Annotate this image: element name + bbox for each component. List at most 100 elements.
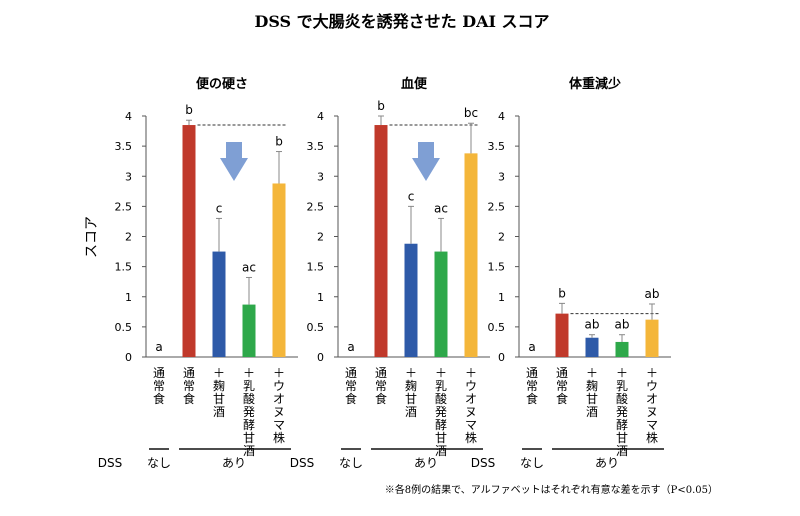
- category-label-char: 通: [345, 366, 357, 380]
- category-label: ＋乳酸発酵甘酒: [616, 366, 628, 458]
- category-label-char: ＋: [646, 366, 658, 380]
- significance-letter: ab: [585, 318, 600, 332]
- y-tick-label: 3: [498, 170, 505, 183]
- significance-letter: b: [377, 99, 385, 113]
- y-tick-label: 4: [317, 110, 324, 123]
- category-label-char: 発: [616, 405, 628, 419]
- category-label-char: 常: [526, 379, 538, 393]
- category-label-char: 甘: [405, 392, 417, 406]
- category-label: ＋麹甘酒: [405, 366, 417, 419]
- bar: [434, 251, 448, 357]
- category-label-char: 常: [375, 379, 387, 393]
- category-label-char: 甘: [616, 431, 628, 445]
- category-label-char: オ: [273, 392, 285, 406]
- category-label-char: ウ: [465, 379, 477, 393]
- y-tick-label: 0: [498, 351, 505, 364]
- dss-present-label: あり: [222, 456, 246, 470]
- bar: [404, 243, 418, 357]
- bar: [615, 341, 629, 357]
- category-label-char: ウ: [646, 379, 658, 393]
- footnote: ※各8例の結果で、アルファベットはそれぞれ有意な差を示す（P<0.05）: [385, 483, 718, 496]
- y-tick-label: 3.5: [488, 140, 506, 153]
- category-label-char: 食: [556, 391, 568, 406]
- y-tick-label: 1.5: [307, 261, 325, 274]
- y-tick-label: 4: [125, 110, 132, 123]
- y-tick-label: 2: [317, 231, 324, 244]
- y-tick-label: 1.5: [488, 261, 506, 274]
- category-label: 通常食: [345, 366, 357, 406]
- category-label-char: オ: [646, 392, 658, 406]
- category-label-char: ＋: [273, 366, 285, 380]
- y-tick-label: 1: [498, 291, 505, 304]
- y-tick-label: 2: [125, 231, 132, 244]
- category-label-char: ＋: [405, 366, 417, 380]
- y-tick-label: 4: [498, 110, 505, 123]
- category-label: ＋乳酸発酵甘酒: [243, 366, 255, 458]
- y-tick-label: 1: [125, 291, 132, 304]
- category-label-char: 酵: [435, 418, 447, 432]
- category-label-char: 麹: [405, 378, 417, 393]
- category-label-char: 乳: [616, 379, 628, 393]
- category-label-char: 通: [375, 366, 387, 380]
- category-label-char: 食: [345, 391, 357, 406]
- category-label-char: 乳: [243, 379, 255, 393]
- y-tick-label: 2.5: [115, 200, 133, 213]
- category-label: ＋ウオヌマ株: [273, 366, 285, 445]
- category-label: 通常食: [183, 366, 195, 406]
- category-label-char: ＋: [435, 366, 447, 380]
- category-label-char: ヌ: [465, 405, 477, 419]
- category-label: ＋麹甘酒: [213, 366, 225, 419]
- category-label-char: 甘: [243, 431, 255, 445]
- chart-panel-1: 便の硬さ00.511.522.533.54a通常食b通常食c＋麹甘酒ac＋乳酸発…: [98, 76, 298, 470]
- category-label-char: 酸: [616, 391, 628, 406]
- category-label-char: ヌ: [273, 405, 285, 419]
- y-axis-label: スコア: [84, 216, 100, 258]
- y-tick-label: 0: [125, 351, 132, 364]
- down-arrow-icon: [412, 142, 440, 181]
- dss-present-label: あり: [414, 456, 438, 470]
- significance-letter: b: [185, 103, 193, 117]
- bar: [212, 251, 226, 357]
- significance-letter: ac: [434, 201, 448, 215]
- category-label-char: ＋: [243, 366, 255, 380]
- dss-label: DSS: [98, 456, 122, 470]
- significance-letter: c: [216, 201, 223, 215]
- significance-letter: ab: [615, 318, 630, 332]
- category-label-char: 常: [153, 379, 165, 393]
- y-tick-label: 2.5: [488, 200, 506, 213]
- category-label-char: 酵: [616, 418, 628, 432]
- category-label-char: ＋: [465, 366, 477, 380]
- category-label-char: 乳: [435, 379, 447, 393]
- category-label-char: ヌ: [646, 405, 658, 419]
- chart-panel-3: 体重減少00.511.522.533.54a通常食b通常食ab＋麹甘酒ab＋乳酸…: [471, 76, 671, 470]
- category-label: ＋ウオヌマ株: [465, 366, 477, 445]
- category-label: ＋ウオヌマ株: [646, 366, 658, 445]
- significance-letter: c: [408, 189, 415, 203]
- category-label-char: 酸: [435, 391, 447, 406]
- y-tick-label: 3.5: [307, 140, 325, 153]
- bar: [585, 337, 599, 357]
- category-label-char: 酒: [616, 444, 628, 458]
- significance-letter: b: [558, 286, 566, 300]
- category-label: 通常食: [526, 366, 538, 406]
- category-label-char: 通: [526, 366, 538, 380]
- category-label-char: 酒: [586, 405, 598, 419]
- bar: [555, 313, 569, 357]
- category-label-char: 株: [465, 430, 477, 445]
- category-label-char: 麹: [586, 378, 598, 393]
- dss-none-label: なし: [339, 456, 363, 470]
- significance-letter: ab: [645, 287, 660, 301]
- category-label-char: 食: [526, 391, 538, 406]
- category-label-char: 甘: [213, 392, 225, 406]
- significance-letter: b: [275, 135, 283, 149]
- significance-letter: ac: [242, 260, 256, 274]
- category-label-char: 甘: [586, 392, 598, 406]
- y-tick-label: 0.5: [115, 321, 133, 334]
- category-label: 通常食: [556, 366, 568, 406]
- category-label-char: 発: [243, 405, 255, 419]
- dss-label: DSS: [471, 456, 495, 470]
- dss-label: DSS: [290, 456, 314, 470]
- dss-present-label: あり: [595, 456, 619, 470]
- y-tick-label: 0.5: [488, 321, 506, 334]
